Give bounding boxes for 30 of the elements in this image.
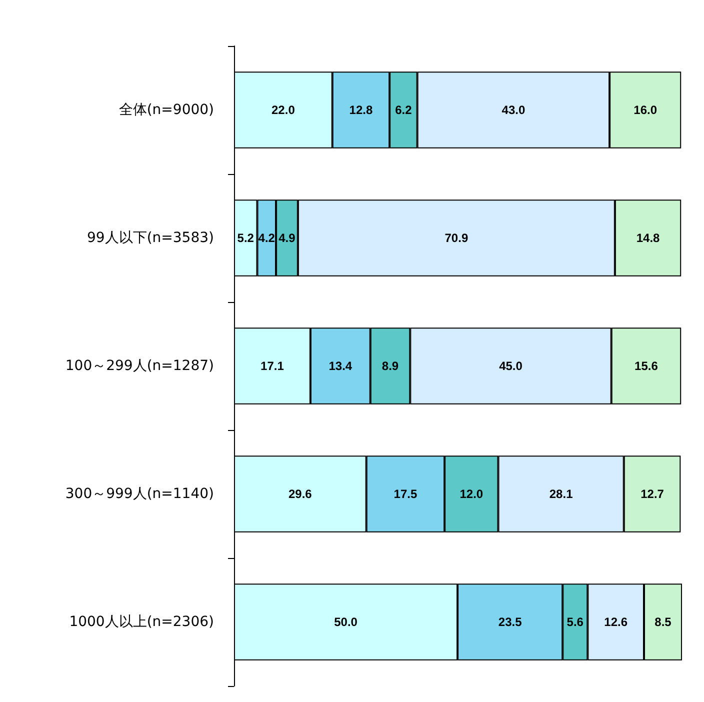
data-label: 5.6 <box>566 615 584 629</box>
y-tick-label: 99人以下(n=3583) <box>87 230 214 246</box>
data-label: 50.0 <box>334 615 358 629</box>
data-label: 45.0 <box>499 359 523 373</box>
y-tick-label: 300～999人(n=1140) <box>65 486 214 502</box>
data-label: 12.8 <box>349 103 373 117</box>
data-label: 4.9 <box>278 231 296 245</box>
data-label: 6.2 <box>395 103 412 117</box>
data-label: 5.2 <box>237 231 254 245</box>
data-label: 8.9 <box>382 359 399 373</box>
y-tick-label: 1000人以上(n=2306) <box>69 614 214 630</box>
data-label: 12.7 <box>640 487 664 501</box>
data-label: 22.0 <box>272 103 296 117</box>
data-label: 16.0 <box>634 103 658 117</box>
data-label: 14.8 <box>636 231 660 245</box>
data-label: 12.6 <box>604 615 628 629</box>
data-label: 43.0 <box>502 103 526 117</box>
y-tick-label: 全体(n=9000) <box>118 102 214 118</box>
data-label: 4.2 <box>258 231 276 245</box>
data-label: 28.1 <box>549 487 574 501</box>
y-tick-label: 100～299人(n=1287) <box>65 358 214 374</box>
data-label: 12.0 <box>460 487 484 501</box>
data-label: 15.6 <box>634 359 658 373</box>
data-label: 29.6 <box>288 487 312 501</box>
data-label: 17.5 <box>394 487 418 501</box>
data-label: 13.4 <box>328 359 352 373</box>
data-label: 70.9 <box>444 231 468 245</box>
data-label: 23.5 <box>498 615 522 629</box>
data-label: 17.1 <box>260 359 284 373</box>
data-label: 8.5 <box>654 615 672 629</box>
